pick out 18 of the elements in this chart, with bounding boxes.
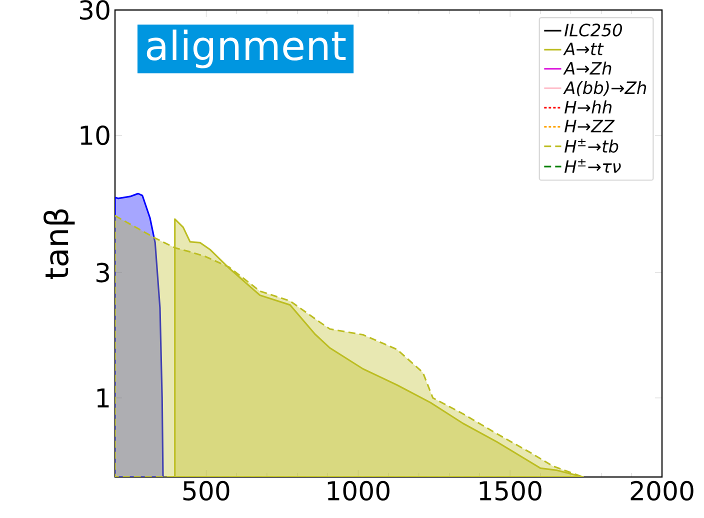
- x-tick-label: 1000: [328, 480, 390, 501]
- legend-label: A(bb)→Zh: [563, 81, 646, 96]
- y-axis-title: tanβ: [44, 209, 75, 280]
- legend-label: H$^{±}$→tb: [564, 138, 618, 153]
- legend-label: ILC250: [564, 24, 622, 36]
- x-tick-label: 500: [183, 480, 230, 501]
- legend-label: H→hh: [564, 100, 612, 114]
- legend-label: H$^{±}$→τν: [564, 158, 621, 173]
- x-tick-label: 2000: [630, 480, 694, 501]
- legend-label: A→Zh: [563, 62, 612, 75]
- x-tick-label: 1500: [480, 480, 542, 501]
- legend-label: A→tt: [563, 42, 604, 56]
- y-tick-label: 30: [80, 0, 110, 20]
- y-tick-label: 3: [96, 262, 109, 282]
- legend-label: H→ZZ: [564, 120, 615, 132]
- y-tick-label: 10: [80, 125, 110, 146]
- y-tick-label: 1: [97, 388, 109, 408]
- annotation: alignment: [146, 30, 346, 68]
